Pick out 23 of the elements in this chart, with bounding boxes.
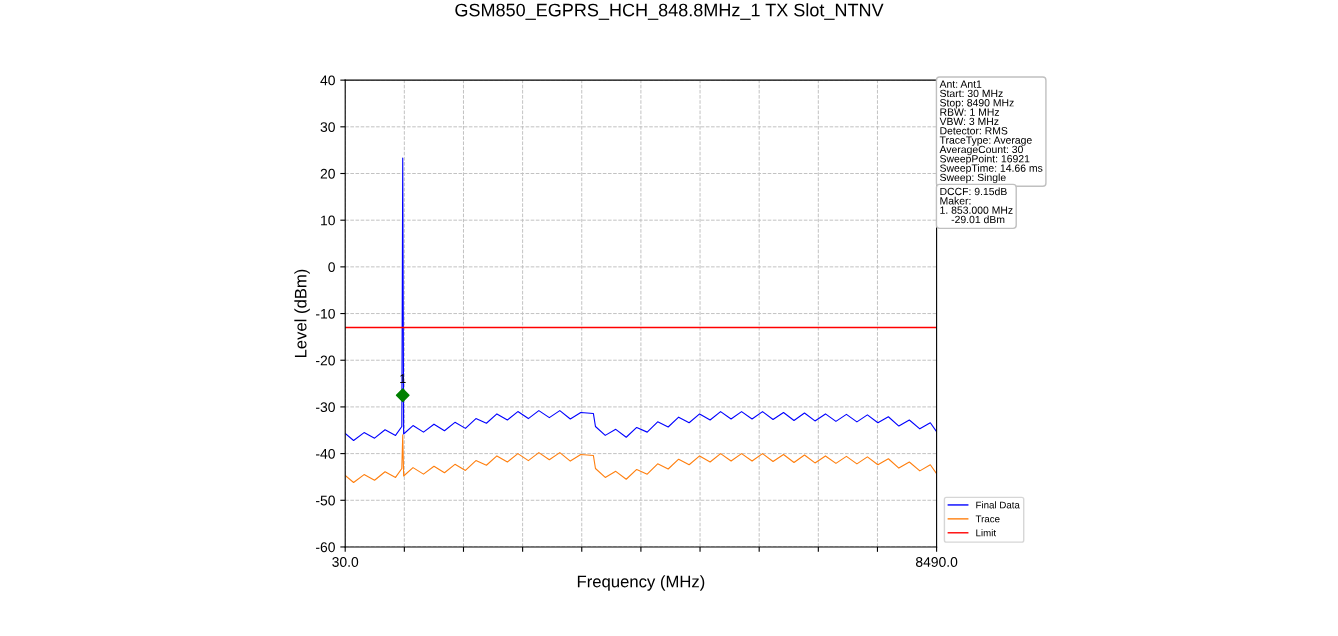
legend-label: Trace [975,515,1000,523]
x-tick-label: 30.0 [332,557,359,567]
line-series [345,434,937,484]
y-tick-label: -60 [316,542,335,553]
y-tick-label: 10 [321,215,335,226]
y-tick-label: -20 [316,355,335,366]
x-axis-title: Frequency (MHz) [577,575,705,591]
legend-label: Final Data [976,501,1020,509]
y-tick-label: -10 [316,308,335,319]
y-tick-label: -50 [316,495,335,506]
legend-label: Limit [976,529,996,537]
x-tick-label: 8490.0 [915,557,958,567]
y-tick-label: -40 [316,448,335,459]
y-axis-title: Level (dBm) [294,269,310,358]
text: DCCF: 9.15dB Maker: 1. 853.000 MHz -29.01 dBm [940,187,1013,224]
y-tick-label: 0 [328,262,335,273]
y-tick-label: -30 [316,402,335,413]
y-tick-label: 30 [320,122,335,132]
y-tick-label: 40 [320,75,335,86]
y-tick-label: 20 [320,168,335,179]
line-series [345,157,937,442]
chart-title: GSM850_EGPRS_HCH_848.8MHz_1 TX Slot_NTNV [455,3,884,20]
text: Ant: Ant1 Start: 30 MHz Stop: 8490 MHz RBW: 1 MHz VBW: 3 MHz Detector: RMS TraceType: Average AverageCount: 30 SweepPoint: 16921 SweepTime: 14.66 ms Sweep: Single [939,80,1043,184]
